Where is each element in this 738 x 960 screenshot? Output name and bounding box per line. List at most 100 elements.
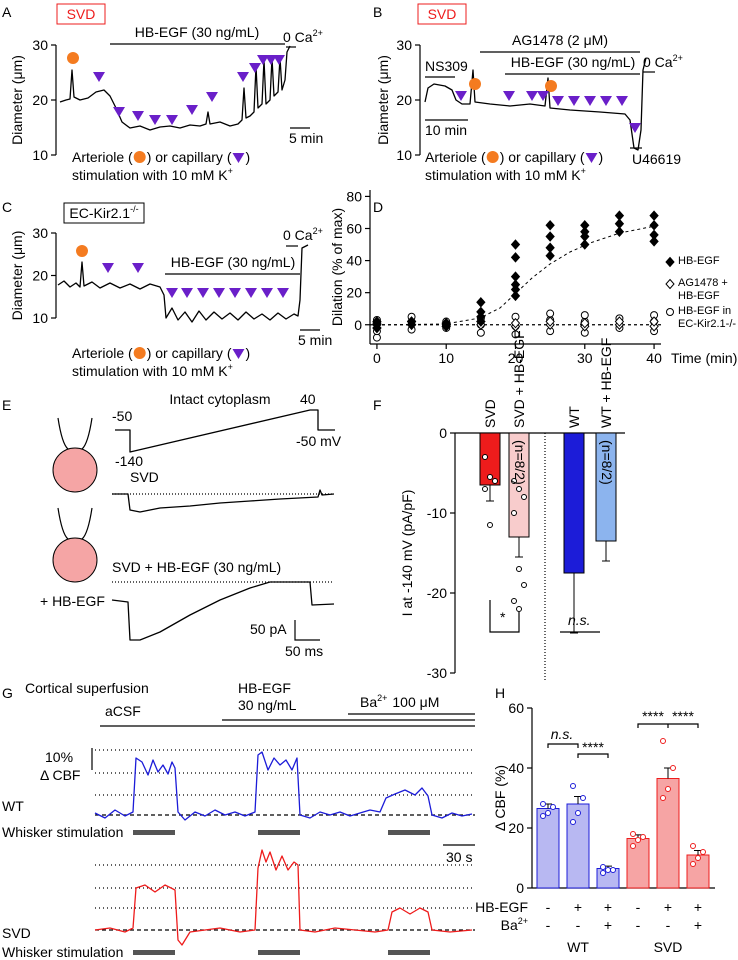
point (649, 220, 659, 231)
label: Intact cytoplasm (169, 391, 270, 407)
label-part: SVD + HB-EGF (30 ng/mL) (112, 559, 281, 575)
annotation-part: **** (582, 739, 604, 755)
annotation: n.s. (568, 612, 591, 628)
panel-label: C (2, 199, 12, 215)
caption-part: Arteriole ( (72, 345, 133, 361)
label: SVD + HB-EGF (30 ng/mL) (112, 559, 281, 575)
row-value-part: + (574, 899, 582, 915)
point (372, 316, 382, 327)
y-tick-label-part: 30 (396, 37, 412, 53)
y-tick-label: 60 (508, 700, 524, 716)
tag: EC-Kir2.1-/- (69, 204, 138, 221)
label-part: 40 (300, 391, 316, 407)
caption: Arteriole () or capillary () (425, 149, 603, 165)
label-part: Whisker stimulation (2, 824, 123, 840)
capillary-stimulus (277, 288, 289, 298)
label-part: HB-EGF (30 ng/mL) (171, 254, 295, 270)
point (516, 566, 522, 572)
x-tick-label: WT (566, 406, 582, 428)
label: 40 (300, 391, 316, 407)
pipette (57, 507, 93, 540)
annotation: **** (582, 739, 604, 755)
label-part: -140 (115, 453, 143, 469)
cbf-trace (94, 849, 473, 946)
axis-title-part: Diameter (μm) (9, 55, 25, 145)
axis-title: Diameter (μm) (9, 231, 25, 321)
row-value: + (604, 917, 612, 933)
point (482, 454, 488, 460)
x-tick-label: 30 (577, 350, 593, 366)
label: NS309 (425, 58, 468, 74)
y-tick-label: 20 (346, 285, 362, 301)
caption: stimulation with 10 mM K+ (425, 166, 586, 183)
row-value-part: + (604, 899, 612, 915)
axis-title: Diameter (μm) (9, 55, 25, 145)
voltage-protocol (115, 409, 335, 453)
point (487, 474, 493, 480)
label-part: 30 s (446, 849, 472, 865)
pipette (57, 417, 93, 450)
x-tick-label: 20 (508, 350, 524, 366)
row-value: + (604, 899, 612, 915)
label: 0 Ca2+ (283, 226, 323, 243)
y-tick-label: -30 (427, 665, 447, 681)
y-tick-label: 10 (32, 310, 48, 326)
capillary-stimulus (273, 55, 285, 65)
label: U46619 (632, 151, 681, 167)
panel-label: E (2, 397, 11, 413)
y-tick-label-part: -10 (427, 505, 447, 521)
annotation: n.s. (551, 726, 574, 742)
point (545, 810, 551, 816)
caption-part: ) (245, 345, 250, 361)
point (516, 606, 522, 612)
annotation-part: **** (642, 708, 664, 724)
error-bar (515, 537, 523, 558)
point (580, 226, 590, 237)
point (605, 867, 611, 873)
caption-part: ) or capillary ( (147, 149, 232, 165)
capillary-stimulus (166, 115, 178, 125)
annotation-part: n.s. (551, 726, 574, 742)
label: 50 ms (285, 643, 323, 659)
annotation-part: **** (672, 708, 694, 724)
label-part: + HB-EGF (40, 593, 105, 609)
legend-marker (665, 256, 675, 268)
point (660, 795, 666, 801)
label-part: U46619 (632, 151, 681, 167)
label-part: AG1478 (2 μM) (512, 32, 608, 48)
current-trace (111, 581, 335, 641)
tag-box (56, 3, 106, 25)
x-tick-label: WT + HB-EGF (598, 338, 614, 428)
tag-part: SVD (428, 6, 457, 22)
label-part: SVD (130, 469, 159, 485)
point (540, 813, 546, 819)
point (670, 765, 676, 771)
axis-title: Time (min) (671, 350, 737, 366)
y-tick-label: 20 (508, 820, 524, 836)
caption-part: ) (598, 149, 603, 165)
point (580, 317, 590, 329)
point (476, 297, 486, 308)
label: HB-EGF (30 ng/mL) (511, 54, 635, 70)
annotation-part: (n=8/2) (512, 440, 528, 485)
bar (563, 432, 585, 574)
point (476, 306, 486, 318)
row-label: Ba2+ (501, 916, 528, 933)
y-tick-label-part: 20 (396, 92, 412, 108)
label-part: Intact cytoplasm (169, 391, 270, 407)
point (510, 317, 521, 329)
panel-label: B (373, 4, 382, 20)
capillary-stimulus (132, 111, 144, 121)
caption: stimulation with 10 mM K+ (72, 166, 233, 183)
label-part: WT (2, 798, 24, 814)
legend-label: HB-EGF in EC-Kir2.1-/- (678, 305, 737, 330)
point (649, 316, 659, 327)
point (580, 239, 590, 250)
panel-label-part: G (2, 685, 13, 701)
y-tick-label-part: -30 (427, 665, 447, 681)
label: 10 min (425, 122, 467, 138)
label-part: 10 min (425, 122, 467, 138)
stimulus-bars (133, 830, 430, 955)
